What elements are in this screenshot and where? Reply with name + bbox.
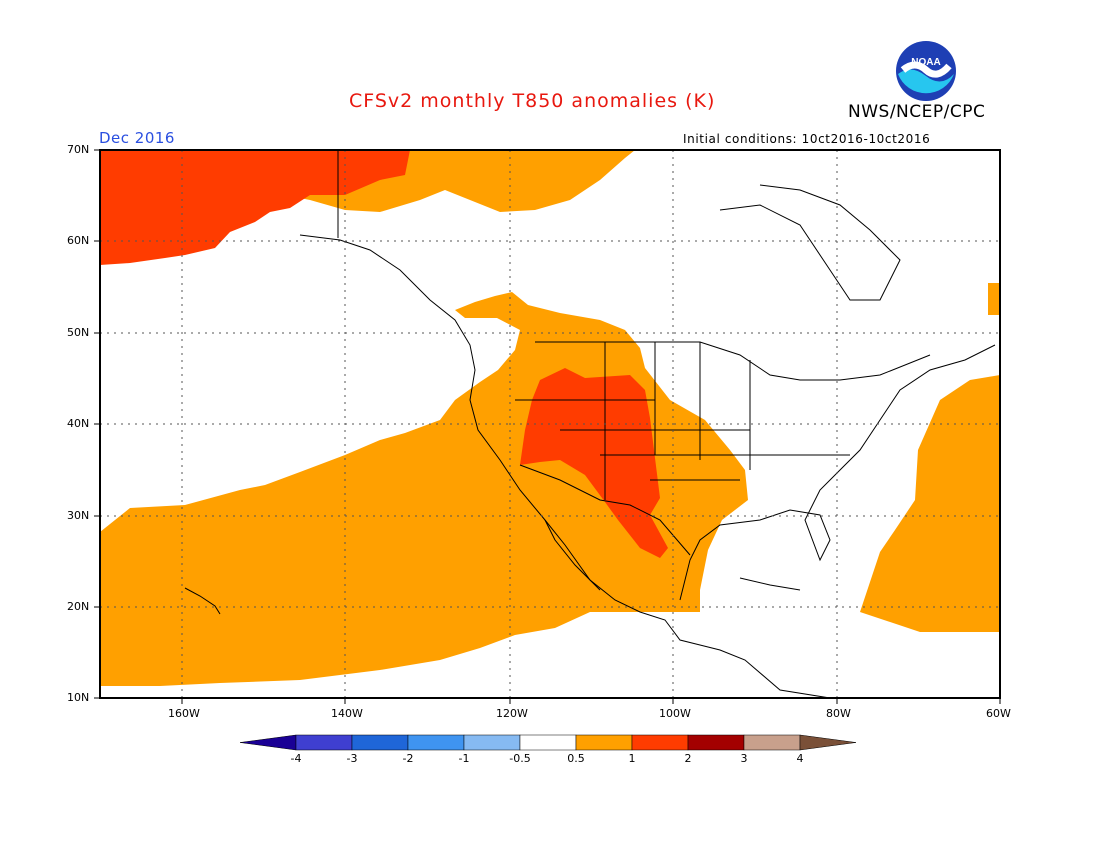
lat-label-40n: 40N	[67, 417, 90, 430]
colorbar-label: 3	[740, 752, 748, 765]
lat-label-70n: 70N	[67, 143, 90, 156]
west-coast	[299, 234, 831, 699]
colorbar-bin	[295, 734, 353, 751]
colorbar-label: -1	[458, 752, 470, 765]
atlantic-warm-region	[860, 375, 1000, 632]
lon-label-100w: 100W	[659, 707, 691, 720]
colorbar-label: -0.5	[509, 752, 531, 765]
colorbar-label: 1	[628, 752, 636, 765]
colorbar-bin	[407, 734, 465, 751]
coastlines	[184, 150, 996, 699]
tick-marks	[94, 149, 1001, 704]
logo-text: NOAA	[911, 57, 940, 68]
noaa-logo: NOAA	[896, 41, 956, 101]
colorbar-bin	[351, 734, 409, 751]
gulf-coast	[679, 344, 996, 601]
lat-label-30n: 30N	[67, 509, 90, 522]
lat-label-60n: 60N	[67, 234, 90, 247]
bering-warm-core	[100, 150, 410, 265]
hudson-bay	[719, 184, 901, 301]
colorbar-high-triangle	[799, 734, 857, 751]
cuba	[739, 577, 801, 591]
gridlines	[100, 150, 1000, 698]
initial-conditions-label: Initial conditions: 10ct2016-10ct2016	[683, 132, 931, 146]
colorbar-bin	[687, 734, 745, 751]
colorbar-low-triangle	[239, 734, 297, 751]
lon-label-120w: 120W	[496, 707, 528, 720]
lon-label-160w: 160W	[168, 707, 200, 720]
colorbar-label: -4	[290, 752, 302, 765]
colorbar-bin	[575, 734, 633, 751]
lat-label-20n: 20N	[67, 600, 90, 613]
colorbar-bin	[743, 734, 801, 751]
forecast-month: Dec 2016	[99, 129, 175, 147]
map-title: CFSv2 monthly T850 anomalies (K)	[349, 90, 716, 112]
newfoundland-warm-patch	[988, 283, 1000, 315]
colorbar-label: 0.5	[567, 752, 585, 765]
colorbar-bin	[519, 734, 577, 751]
lon-label-60w: 60W	[986, 707, 1011, 720]
us-mexico-border	[519, 464, 691, 556]
colorbar-label: 2	[684, 752, 692, 765]
colorbar-label: 4	[796, 752, 804, 765]
colorbar-label: -3	[346, 752, 358, 765]
colorbar-bin	[463, 734, 521, 751]
organization-label: NWS/NCEP/CPC	[848, 102, 986, 122]
baja	[544, 519, 601, 591]
us-canada-border	[535, 341, 931, 381]
anomaly-field-1-2	[100, 150, 668, 558]
colorbar-bin	[631, 734, 689, 751]
lat-label-50n: 50N	[67, 326, 90, 339]
lat-label-10n: 10N	[67, 691, 90, 704]
colorbar-label: -2	[402, 752, 414, 765]
lon-label-80w: 80W	[826, 707, 851, 720]
hawaii	[184, 587, 221, 615]
lon-label-140w: 140W	[331, 707, 363, 720]
state-lines	[515, 342, 850, 500]
rockies-warm-core	[520, 368, 668, 558]
colorbar	[239, 734, 857, 751]
